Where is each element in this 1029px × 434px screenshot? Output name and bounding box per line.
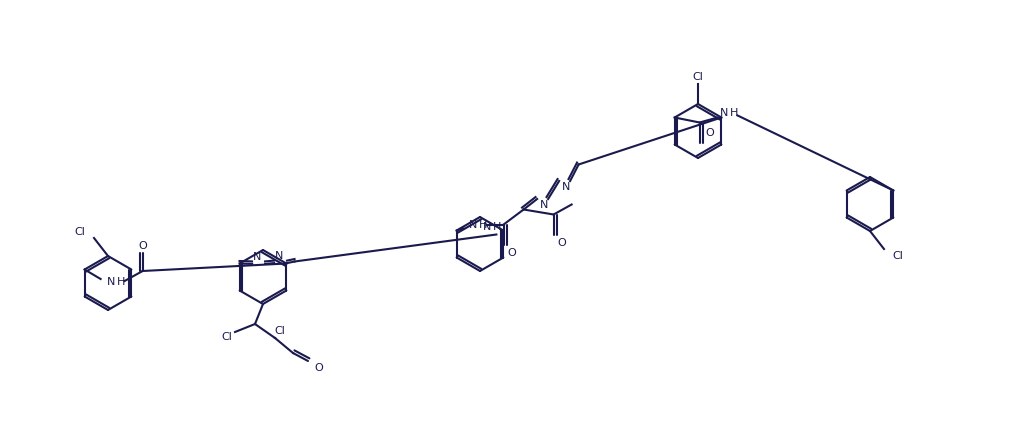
Text: O: O [315, 362, 323, 372]
Text: Cl: Cl [892, 250, 903, 260]
Text: N: N [253, 251, 261, 261]
Text: N: N [468, 220, 476, 230]
Text: N: N [106, 276, 115, 286]
Text: N: N [540, 200, 548, 210]
Text: H: H [116, 276, 125, 286]
Text: Cl: Cl [221, 331, 233, 341]
Text: O: O [558, 238, 566, 248]
Text: N: N [484, 222, 492, 232]
Text: O: O [507, 248, 516, 258]
Text: H: H [493, 222, 501, 232]
Text: Cl: Cl [74, 227, 85, 237]
Text: N: N [562, 181, 570, 191]
Text: O: O [705, 128, 714, 138]
Text: Cl: Cl [275, 325, 285, 335]
Text: H: H [730, 107, 738, 117]
Text: N: N [275, 250, 283, 260]
Text: O: O [138, 240, 147, 250]
Text: N: N [719, 107, 728, 117]
Text: H: H [478, 220, 487, 230]
Text: Cl: Cl [693, 72, 704, 82]
